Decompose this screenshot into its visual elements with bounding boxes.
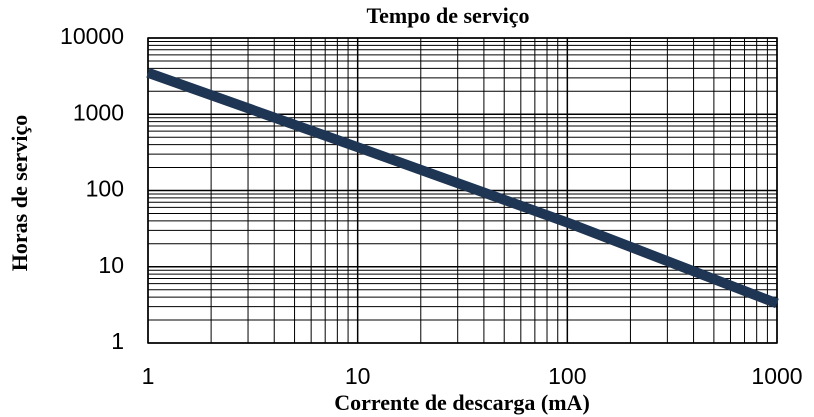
y-tick-label: 1000 xyxy=(73,99,124,125)
plot-border xyxy=(147,37,778,344)
x-axis-label: Corrente de descarga (mA) xyxy=(334,390,590,415)
x-tick-label: 1 xyxy=(142,363,155,389)
data-line xyxy=(146,68,779,309)
chart-title: Tempo de serviço xyxy=(367,3,530,28)
y-axis-label: Horas de serviço xyxy=(7,115,32,271)
x-tick-label: 1000 xyxy=(751,363,802,389)
x-tick-label: 100 xyxy=(548,363,586,389)
y-tick-label: 10 xyxy=(98,252,124,278)
y-tick-label: 100 xyxy=(86,176,124,202)
y-tick-label: 1 xyxy=(111,328,124,354)
x-tick-label: 10 xyxy=(345,363,371,389)
y-tick-label: 10000 xyxy=(60,23,124,49)
